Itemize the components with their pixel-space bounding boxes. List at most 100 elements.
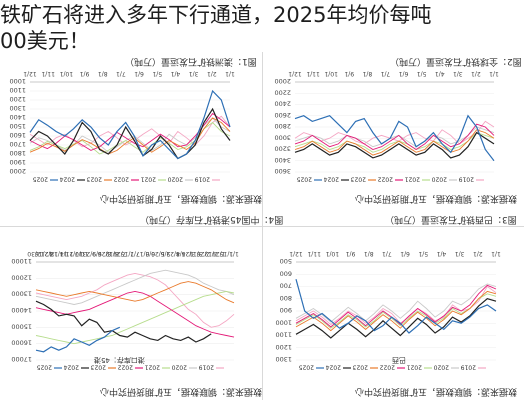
x-tick-label: 11/1 [306, 70, 320, 77]
legend-label-2019: 2019 [199, 364, 214, 371]
legend-label-2021: 2021 [407, 364, 422, 371]
y-tick-label: 2800 [274, 122, 291, 130]
legend-label-2023: 2023 [351, 176, 366, 183]
series-line-2023 [294, 129, 495, 156]
x-tick-label: 1/1 [489, 70, 499, 77]
series-line-2021 [295, 293, 497, 329]
legend-label-2025: 2025 [299, 364, 314, 371]
source-note-tl: 数据来源：钢联数据，五矿期货研究中心 [100, 193, 263, 203]
y-tick-label: 1500 [9, 122, 26, 130]
x-tick-label: 7/1 [382, 250, 392, 257]
legend-label-2022: 2022 [114, 176, 129, 183]
x-tick-label: 12/1 [289, 250, 303, 257]
y-tick-label: 600 [280, 269, 292, 277]
x-tick-label: 10/1 [325, 250, 339, 257]
legend-label-2022: 2022 [378, 176, 393, 183]
legend-label-2021: 2021 [405, 176, 420, 183]
x-tick-label: 7/1 [130, 250, 140, 257]
legend-label-2022: 2022 [380, 364, 395, 371]
y-tick-label: 1000 [9, 77, 26, 85]
legend-label-2025: 2025 [37, 364, 52, 371]
series-line-2019 [35, 272, 235, 328]
x-tick-label: 3/25 [181, 250, 195, 257]
chart-rotated-group: 2000 2200 2400 2600 2800 3000 3200 3400 3600 1/1 2… [274, 70, 498, 183]
y-tick-label: 2600 [274, 111, 291, 119]
x-tick-label: 7/1 [380, 70, 390, 77]
series-line-2025 [295, 279, 497, 334]
x-tick-label: 9/1 [80, 70, 90, 77]
y-tick-label: 2000 [9, 167, 26, 175]
x-tick-label: 4/22 [166, 250, 180, 257]
y-tick-label: 1100 [275, 331, 292, 339]
y-tick-label: 2000 [274, 77, 291, 85]
series-line-2024 [29, 107, 231, 160]
x-tick-label: 12/2 [44, 250, 58, 257]
x-tick-label: 8/26 [98, 250, 112, 257]
x-tick-label: 3/1 [453, 70, 463, 77]
series-line-2020 [35, 269, 235, 305]
y-tick-label: 13000 [11, 290, 32, 298]
vertical-divider [262, 52, 263, 400]
x-tick-label: 9/23 [82, 250, 96, 257]
series-line-2024 [295, 298, 497, 339]
legend-label-2019: 2019 [461, 364, 476, 371]
legend-label-2025: 2025 [33, 176, 48, 183]
x-tick-label: 8/1 [364, 250, 374, 257]
x-tick-label: 10/1 [59, 70, 73, 77]
legend-label-2024: 2024 [64, 364, 79, 371]
legend-label-2023: 2023 [353, 364, 368, 371]
series-line-2025 [294, 114, 495, 162]
y-tick-label: 12000 [11, 273, 32, 281]
chart-annotation: 港口库存：45港 [94, 356, 145, 365]
legend-label-2020: 2020 [168, 176, 183, 183]
y-tick-label: 15000 [11, 322, 32, 330]
legend-label-2022: 2022 [118, 364, 133, 371]
x-tick-label: 6/1 [399, 70, 409, 77]
legend-label-2024: 2024 [60, 176, 75, 183]
chart-panel-bl: 11000 12000 13000 14000 15000 16000 17000 1/11/… [11, 250, 239, 371]
chart-panel-tr: 2000 2200 2400 2600 2800 3000 3200 3400 3600 1/1 2… [274, 70, 498, 183]
y-tick-label: 3400 [274, 156, 291, 164]
headline-line-2: 00美元！ [0, 29, 90, 53]
x-tick-label: 6/1 [134, 70, 144, 77]
y-tick-label: 1700 [9, 140, 26, 148]
x-tick-label: 2/1 [471, 70, 481, 77]
x-tick-label: 5/1 [152, 70, 162, 77]
series-line-2022 [35, 290, 235, 338]
x-tick-label: 6/3 [145, 250, 155, 257]
source-note-br: 数据来源：钢联数据，五矿期货研究中心 [355, 386, 518, 396]
y-tick-label: 1300 [275, 355, 292, 363]
x-tick-label: 7/1 [116, 70, 126, 77]
legend-label-2021: 2021 [141, 176, 156, 183]
x-tick-label: 11/1 [307, 250, 321, 257]
x-tick-label: 7/15 [120, 250, 134, 257]
legend-label-2019: 2019 [195, 176, 210, 183]
x-tick-label: 12/30 [27, 250, 44, 257]
x-tick-label: 3/11 [189, 250, 203, 257]
legend-label-2020: 2020 [434, 364, 449, 371]
x-tick-label: 12/1 [288, 70, 302, 77]
source-note-bl: 数据来源：钢联数据，五矿期货研究中心 [100, 386, 263, 396]
series-line-2021 [35, 290, 235, 345]
x-tick-label: 5/6 [160, 250, 170, 257]
y-tick-label: 17000 [11, 355, 32, 363]
series-line-2019 [295, 285, 497, 326]
y-tick-label: 1000 [275, 318, 292, 326]
y-tick-label: 3000 [274, 133, 291, 141]
x-tick-label: 10/7 [75, 250, 89, 257]
series-line-2021 [294, 132, 495, 153]
y-tick-label: 800 [280, 294, 292, 302]
x-tick-label: 9/1 [344, 70, 354, 77]
chart-rotated-group: 500 600 700 800 900 1000 1100 1200 1300 1/1 2/1 3/1… [275, 250, 500, 371]
x-tick-label: 5/1 [418, 250, 428, 257]
y-tick-label: 3600 [274, 167, 291, 175]
chart-rotated-group: 11000 12000 13000 14000 15000 16000 17000 1/11/… [11, 250, 239, 371]
y-tick-label: 2400 [274, 100, 291, 108]
x-tick-label: 10/1 [324, 70, 338, 77]
legend-label-2025: 2025 [297, 176, 312, 183]
y-tick-label: 11000 [11, 257, 32, 265]
y-tick-label: 1200 [275, 343, 292, 351]
x-tick-label: 1/29 [212, 250, 226, 257]
x-tick-label: 8/12 [105, 250, 119, 257]
series-line-2021 [29, 121, 231, 155]
